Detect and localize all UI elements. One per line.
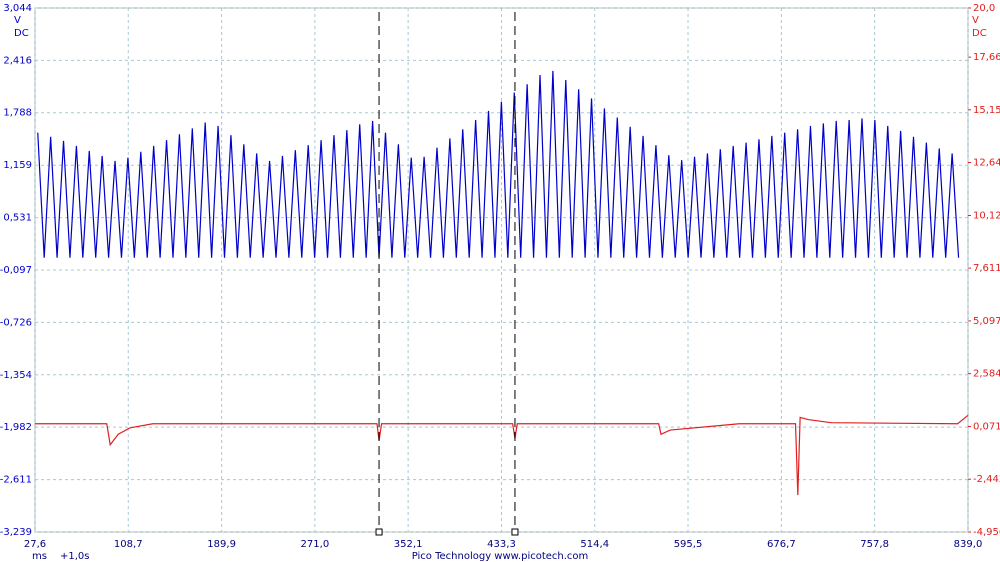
y-tick-label: -3,239 (0, 527, 32, 538)
x-tick-label: 108,7 (114, 539, 143, 550)
y2-tick-label: 7,611 (973, 263, 1000, 274)
y2-tick-label: -4,956 (973, 527, 1000, 538)
x-tick-label: 676,7 (767, 539, 796, 550)
y2-unit: V (972, 15, 979, 26)
y2-tick-label: 5,097 (973, 316, 1000, 327)
y-tick-label: 3,044 (3, 3, 32, 14)
x-tick-label: 271,0 (301, 539, 330, 550)
y2-tick-label: 2,584 (973, 369, 1000, 380)
x-tick-label: 595,5 (674, 539, 703, 550)
x-unit: ms (32, 551, 47, 562)
y-tick-label: -0,097 (0, 265, 32, 276)
y2-coupling: DC (972, 28, 987, 39)
y-tick-label: 2,416 (3, 55, 32, 66)
x-tick-label: 839,0 (954, 539, 983, 550)
x-tick-label: 757,8 (860, 539, 889, 550)
y2-tick-label: -2,442 (973, 474, 1000, 485)
y-tick-label: 1,159 (3, 160, 32, 171)
x-tick-label: 352,1 (394, 539, 423, 550)
y-tick-label: -0,726 (0, 317, 32, 328)
footer: Pico Technology www.picotech.com (412, 551, 589, 562)
y-tick-label: -1,982 (0, 422, 32, 433)
y2-tick-label: 10,12 (973, 210, 1000, 221)
y2-tick-label: 20,0 (973, 3, 995, 14)
y2-tick-label: 17,66 (973, 52, 1000, 63)
x-tick-label: 189,9 (207, 539, 236, 550)
y-tick-label: -1,354 (0, 370, 32, 381)
x-tick-label: 27,6 (24, 539, 46, 550)
x-offset: +1,0s (60, 551, 90, 562)
y2-tick-label: 0,071 (973, 421, 1000, 432)
y-tick-label: 0,531 (3, 213, 32, 224)
y-tick-label: -2,611 (0, 475, 32, 486)
trace (35, 414, 969, 496)
cursor-handle (511, 528, 519, 536)
y-tick-label: 1,788 (3, 108, 32, 119)
y-coupling: DC (14, 28, 29, 39)
trace (37, 70, 960, 258)
x-tick-label: 433,3 (487, 539, 516, 550)
y2-tick-label: 15,15 (973, 105, 1000, 116)
cursor-handle (375, 528, 383, 536)
x-tick-label: 514,4 (580, 539, 609, 550)
y2-tick-label: 12,64 (973, 158, 1000, 169)
y-unit: V (14, 15, 21, 26)
